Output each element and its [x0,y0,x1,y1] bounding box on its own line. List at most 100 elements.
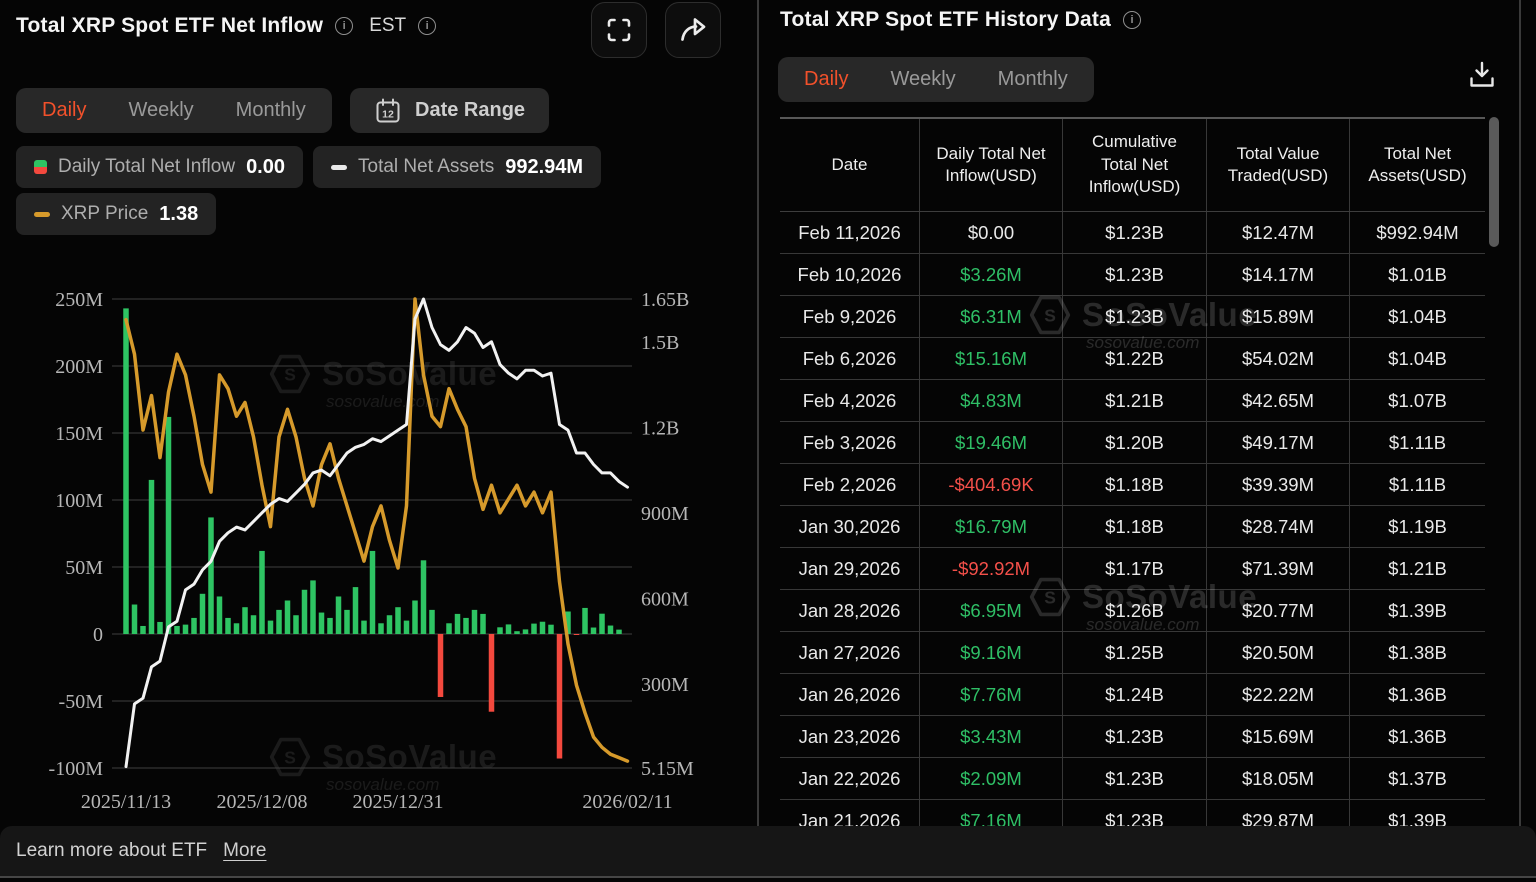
inflow-bar [420,560,427,634]
table-row: Jan 21,2026 $7.16M $1.23B $29.87M $1.39B [780,800,1485,826]
row-value-traded: $29.87M [1207,800,1350,826]
download-button[interactable] [1462,56,1502,96]
right-axis-label: 1.5B [641,332,679,354]
column-header-cumulative-inflow: Cumulative Total Net Inflow(USD) [1063,119,1207,211]
legend-xrp-price[interactable]: XRP Price 1.38 [16,193,217,235]
inflow-bar [344,609,350,634]
row-value-traded: $39.39M [1207,464,1350,505]
row-date: Jan 21,2026 [780,800,920,826]
row-value-traded: $20.50M [1207,632,1350,673]
row-date: Feb 6,2026 [780,338,920,379]
tab-daily[interactable]: Daily [804,68,849,90]
legend-total-net-assets[interactable]: Total Net Assets 992.94M [313,146,602,188]
inflow-bar [327,617,333,634]
row-date: Feb 4,2026 [780,380,920,421]
row-cumulative-inflow: $1.23B [1063,758,1207,799]
inflow-bar [148,479,155,634]
inflow-bar [378,623,384,634]
tab-weekly[interactable]: Weekly [890,68,956,90]
net-assets-line [124,297,629,769]
row-daily-inflow: -$404.69K [920,464,1063,505]
inflow-bar [607,625,614,634]
chart-header: Total XRP Spot ETF Net Inflow EST [16,14,437,38]
timezone-label[interactable]: EST [369,15,407,36]
net-inflow-chart[interactable]: 250M 200M 150M 100M 50M 0 -50M -100M 1.65B 1.5B 1.… [0,0,757,826]
x-axis-label: 2025/12/08 [216,791,307,813]
row-net-assets: $992.94M [1376,221,1459,243]
row-value-traded: $22.22M [1207,674,1350,715]
column-header-date: Date [780,119,920,211]
left-axis-label: 0 [93,624,103,646]
history-title: Total XRP Spot ETF History Data [780,8,1111,31]
history-period-tabs: Daily Weekly Monthly [778,57,1094,102]
legend-value: 992.94M [505,155,584,178]
row-cumulative-inflow: $1.23B [1063,716,1207,757]
inflow-bar [301,589,308,634]
info-icon[interactable] [335,17,354,35]
table-row: Jan 22,2026 $2.09M $1.23B $18.05M $1.37B [780,758,1485,800]
table-row: Jan 23,2026 $3.43M $1.23B $15.69M $1.36B [780,716,1485,758]
row-cumulative-inflow: $1.17B [1063,548,1207,589]
table-row: Feb 3,2026 $19.46M $1.20B $49.17M $1.11B [780,422,1485,464]
row-date: Feb 3,2026 [780,422,920,463]
inflow-bar [225,617,231,634]
legend-value: 0.00 [246,155,285,178]
tab-weekly[interactable]: Weekly [128,99,194,121]
chart-legend: Daily Total Net Inflow 0.00 Total Net As… [16,146,602,188]
row-date: Feb 2,2026 [780,464,920,505]
row-daily-inflow: $4.83M [920,380,1063,421]
chart-title: Total XRP Spot ETF Net Inflow [16,14,324,37]
row-value-traded: $42.65M [1207,380,1350,421]
row-cumulative-inflow: $1.23B [1063,800,1207,826]
row-date: Feb 11,2026 [780,212,920,253]
table-row: Feb 9,2026 $6.31M $1.23B $15.89M $1.04B [780,296,1485,338]
row-value-traded: $20.77M [1207,590,1350,631]
price-line-icon [34,211,50,217]
table-scrollbar-thumb[interactable] [1489,117,1499,247]
net-inflow-panel: S SoSoValue sosovalue.com S SoSoValue so… [0,0,757,826]
left-axis-label: 100M [55,490,103,512]
inflow-bar [140,625,146,634]
date-range-label: Date Range [415,99,526,121]
legend-daily-net-inflow[interactable]: Daily Total Net Inflow 0.00 [16,146,303,188]
share-icon [681,18,706,41]
legend-label: XRP Price [61,203,149,224]
inflow-bar [573,634,580,635]
inflow-bar [208,517,214,634]
table-row: Jan 30,2026 $16.79M $1.18B $28.74M $1.19B [780,506,1485,548]
table-row: Feb 2,2026 -$404.69K $1.18B $39.39M $1.11B [780,464,1485,506]
tab-daily[interactable]: Daily [42,99,87,121]
inflow-bar [471,609,478,634]
tab-monthly[interactable]: Monthly [235,99,306,121]
right-axis-label: 600M [641,588,689,610]
legend-label: Daily Total Net Inflow [58,156,236,177]
left-axis-label: 200M [55,356,103,378]
row-daily-inflow: -$92.92M [920,548,1063,589]
row-daily-inflow: $6.95M [920,590,1063,631]
inflow-bar [403,620,410,634]
more-link[interactable]: More [223,840,267,861]
row-net-assets: $1.11B [1388,473,1447,495]
history-table: Date Daily Total Net Inflow(USD) Cumulat… [780,117,1485,826]
left-axis-label: -50M [59,691,104,713]
inflow-bar [335,596,342,634]
info-icon[interactable] [1122,11,1141,29]
row-daily-inflow: $0.00 [920,212,1063,253]
inflow-bar [361,620,367,634]
info-icon[interactable] [418,17,437,35]
inflow-bar [165,416,172,634]
row-cumulative-inflow: $1.26B [1063,590,1207,631]
assets-line-icon [331,164,347,170]
fullscreen-icon [607,18,631,42]
inflow-bar [123,308,129,634]
fullscreen-button[interactable] [591,2,647,58]
inflow-bar [522,629,529,634]
tab-monthly[interactable]: Monthly [997,68,1068,90]
inflow-bar [369,550,376,634]
inflow-bar [157,621,163,634]
inflow-bar [548,624,554,634]
date-range-button[interactable]: 12 Date Range [350,88,550,133]
share-button[interactable] [665,2,721,58]
table-row: Feb 11,2026 $0.00 $1.23B $12.47M $992.94M [780,212,1485,254]
